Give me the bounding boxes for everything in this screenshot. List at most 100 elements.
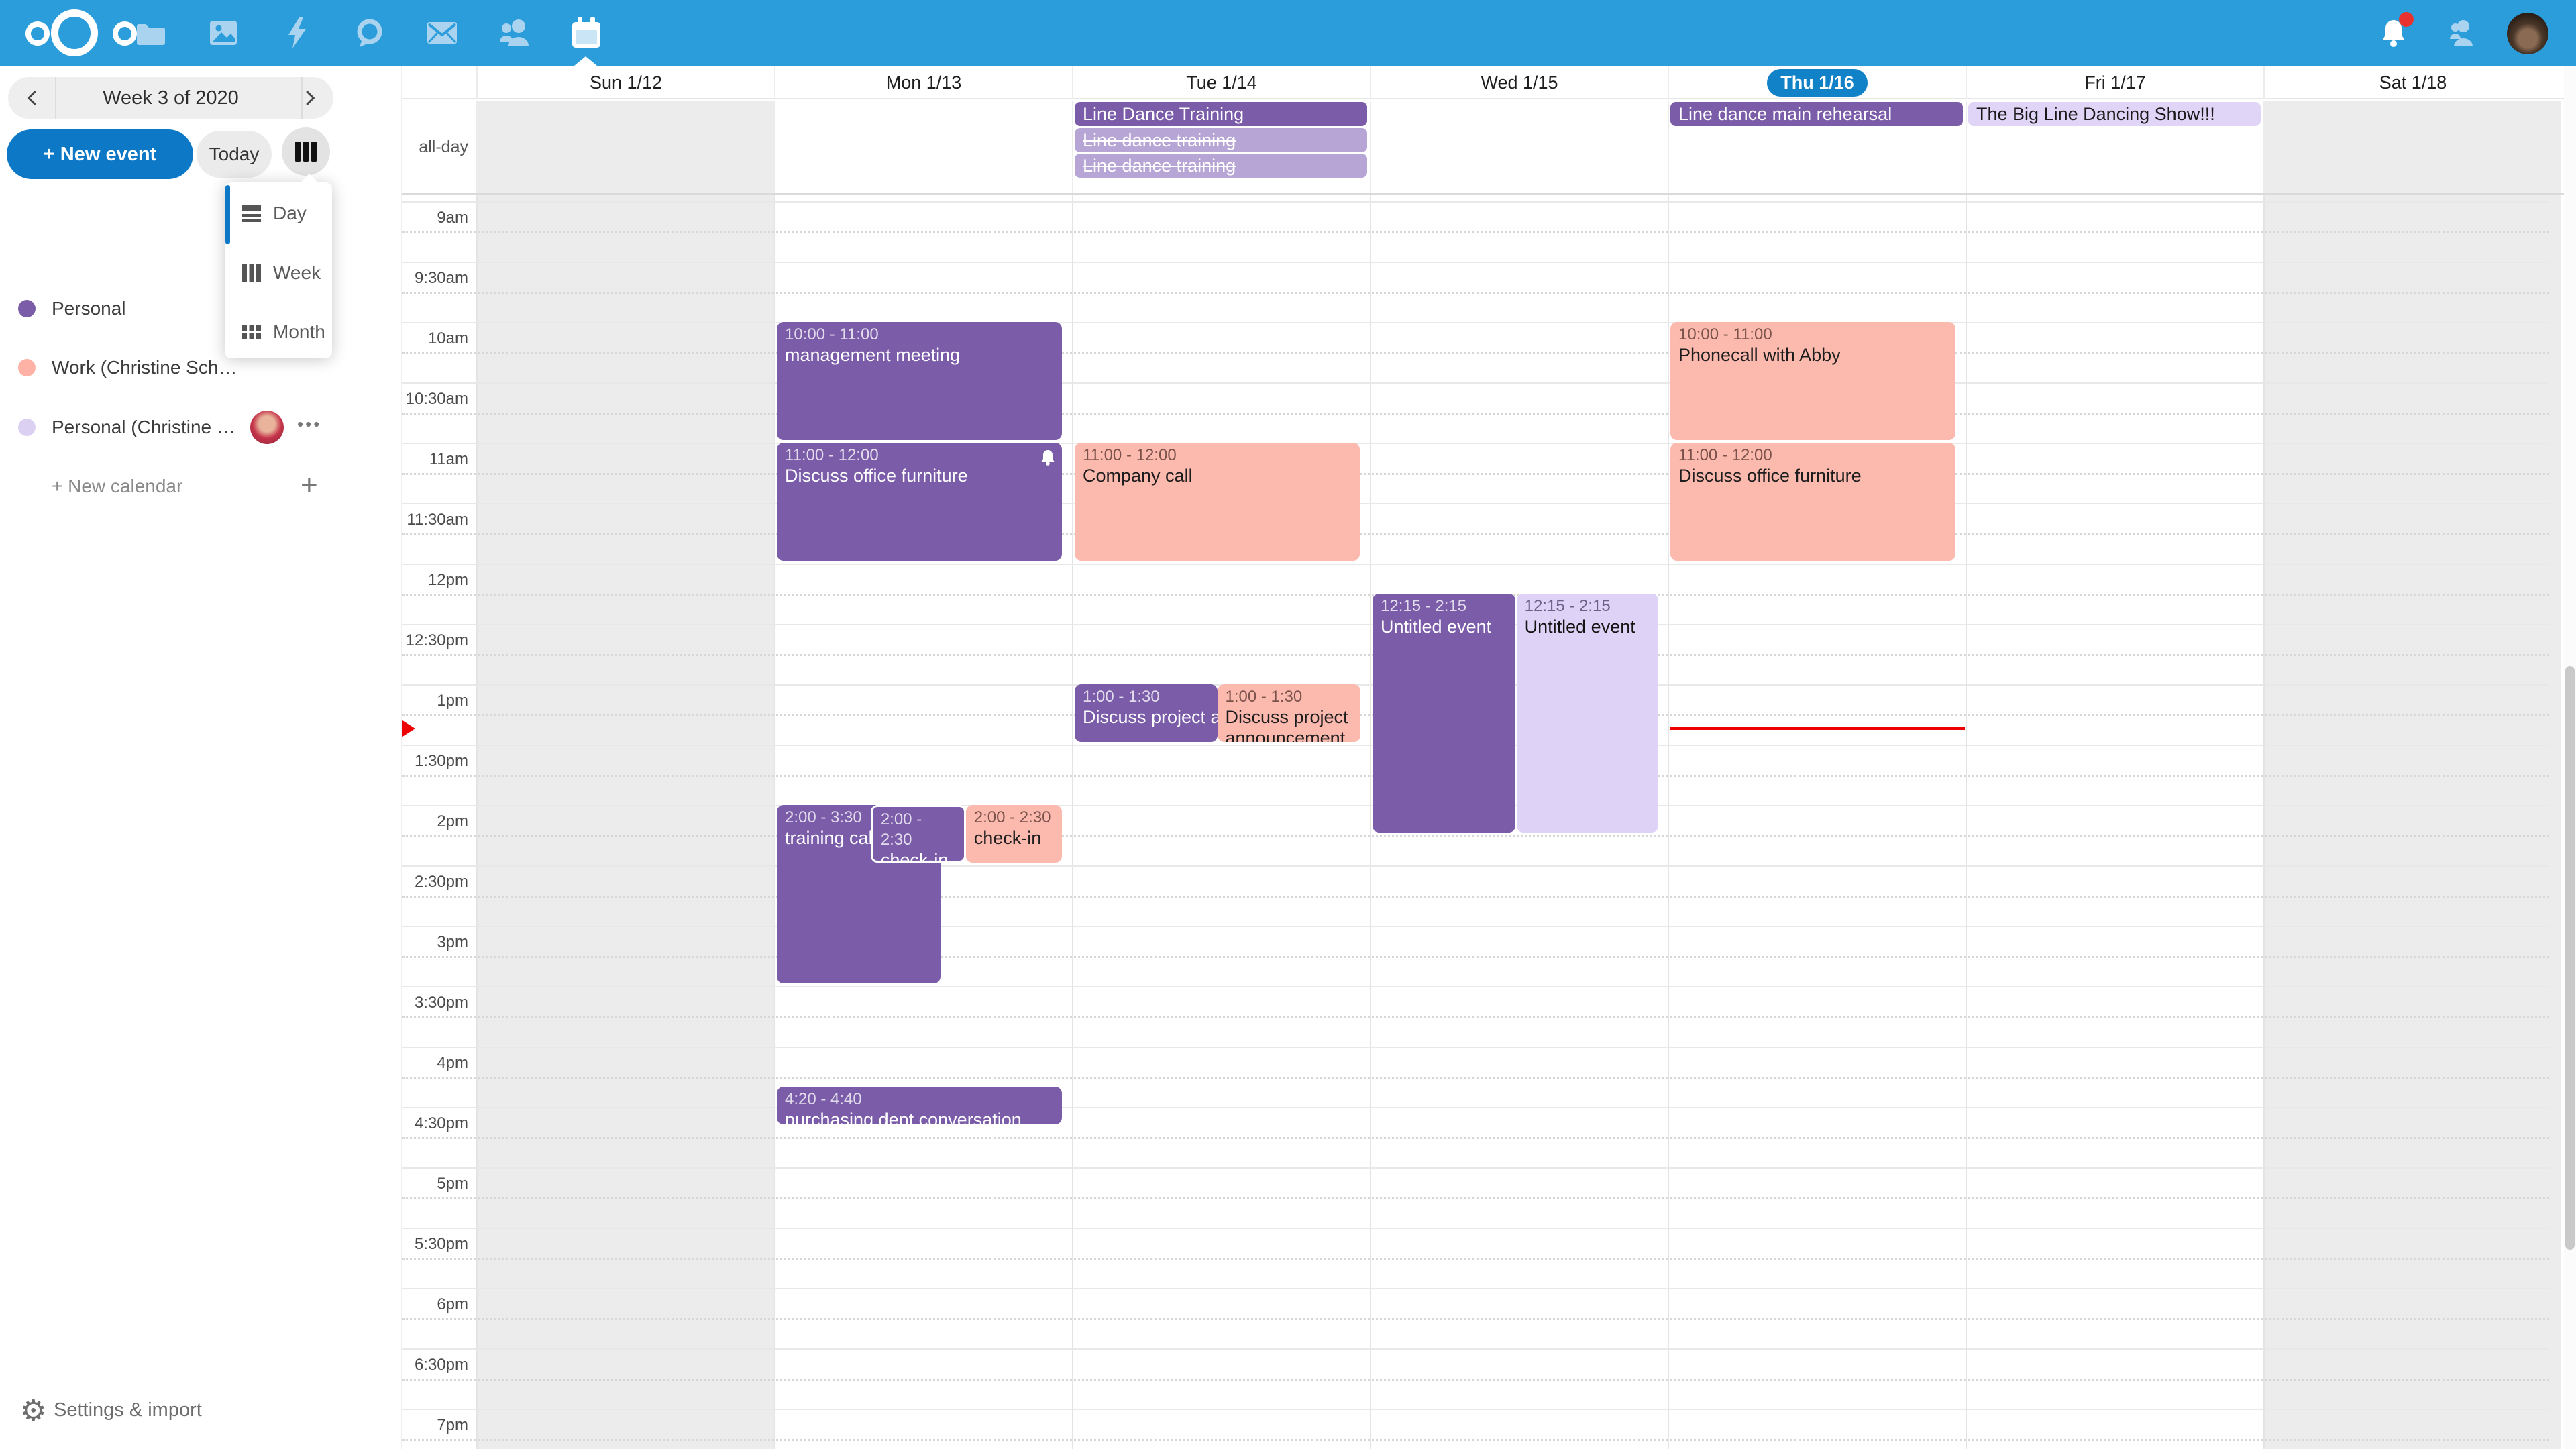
all-day-event[interactable]: Line dance main rehearsal	[1670, 102, 1963, 126]
all-day-event[interactable]: Line Dance Training	[1075, 102, 1367, 126]
event[interactable]: 4:20 - 4:40 purchasing dept conversation	[777, 1087, 1062, 1124]
event-title: Company call	[1083, 466, 1193, 486]
all-day-event[interactable]: Line dance training	[1075, 127, 1367, 152]
event-title: management meeting	[785, 345, 961, 365]
event[interactable]: 10:00 - 11:00 management meeting	[777, 322, 1062, 440]
time-label: 6:30pm	[414, 1356, 468, 1374]
event-title: Discuss project announcement	[1225, 707, 1348, 742]
menu-item-week[interactable]: Week	[230, 246, 328, 300]
previous-week-button[interactable]	[17, 83, 48, 113]
day-header-label: Mon 1/13	[885, 72, 962, 93]
scrollbar-thumb[interactable]	[2565, 666, 2575, 1250]
day-column[interactable]	[1072, 195, 1370, 1449]
day-header-label: Sun 1/12	[589, 72, 663, 93]
user-avatar[interactable]	[2507, 13, 2548, 54]
current-time-line	[1670, 727, 1965, 730]
day-header: Sun 1/12	[476, 66, 774, 99]
files-app-button[interactable]	[115, 0, 187, 66]
calendar-item-personal-christine[interactable]: Personal (Christine Schott) •••	[0, 400, 349, 454]
menu-pointer	[300, 174, 319, 183]
current-time-marker	[402, 720, 415, 737]
photos-app-button[interactable]	[187, 0, 260, 66]
grid-line-hour	[402, 503, 2549, 504]
time-label: 2pm	[437, 812, 468, 830]
vertical-scrollbar	[2564, 66, 2576, 1449]
grid-line-hour	[402, 201, 2549, 203]
time-label: 9am	[437, 209, 468, 227]
day-column[interactable]	[2263, 195, 2561, 1449]
all-day-event[interactable]: Line dance training	[1075, 154, 1367, 178]
event[interactable]: 11:00 - 12:00 Discuss office furniture	[1670, 443, 1955, 561]
day-header-row: Sun 1/12 Mon 1/13 Tue 1/14 Wed 1/15 Thu 1/16…	[402, 66, 2564, 99]
all-day-cell[interactable]	[1370, 101, 1668, 193]
grid-line-hour	[402, 926, 2549, 927]
month-view-icon	[242, 325, 261, 339]
new-calendar-button[interactable]: + New calendar +	[0, 460, 349, 513]
event[interactable]: 12:15 - 2:15 Untitled event	[1516, 594, 1659, 833]
mail-envelope-icon	[427, 22, 457, 44]
event-time: 12:15 - 2:15	[1381, 597, 1467, 615]
grid-line-quarter	[402, 835, 2549, 837]
time-label: 12pm	[427, 571, 468, 589]
event[interactable]: 11:00 - 12:00 Company call	[1075, 443, 1360, 561]
contacts-menu-icon	[2450, 20, 2473, 46]
today-button[interactable]: Today	[197, 131, 272, 178]
calendar-color-dot	[18, 300, 36, 317]
grid-line-hour	[402, 443, 2549, 444]
calendar-actions-icon[interactable]: •••	[297, 414, 322, 434]
week-title[interactable]: Week 3 of 2020	[103, 87, 239, 109]
time-label: 3:30pm	[414, 994, 468, 1012]
settings-label: Settings & import	[54, 1399, 202, 1421]
event[interactable]: 10:00 - 11:00 Phonecall with Abby	[1670, 322, 1955, 440]
new-event-button[interactable]: + New event	[7, 129, 193, 179]
logo-circle	[113, 21, 137, 46]
time-label: 1pm	[437, 692, 468, 710]
day-column[interactable]	[1966, 195, 2263, 1449]
grid-line-hour	[402, 1348, 2549, 1350]
calendar-item-personal[interactable]: Personal	[0, 282, 349, 335]
menu-item-month[interactable]: Month	[230, 305, 328, 359]
event-time: 1:00 - 1:30	[1083, 688, 1160, 706]
mail-app-button[interactable]	[406, 0, 478, 66]
event[interactable]: 11:00 - 12:00 Discuss office furniture	[777, 443, 1062, 561]
event[interactable]: 2:00 - 2:30 check-in	[965, 805, 1062, 863]
all-day-cell[interactable]	[476, 101, 774, 193]
menu-item-label: Day	[273, 203, 307, 223]
nextcloud-logo[interactable]	[24, 0, 152, 66]
grid-line-hour	[402, 382, 2549, 384]
menu-item-day[interactable]: Day	[230, 186, 328, 240]
event[interactable]: 12:15 - 2:15 Untitled event	[1373, 594, 1515, 833]
time-label: 11am	[429, 450, 468, 468]
event-time: 2:00 - 3:30	[785, 808, 862, 826]
day-header: Sat 1/18	[2263, 66, 2561, 99]
gear-icon: ⚙	[20, 1395, 47, 1428]
view-switcher-button[interactable]	[282, 127, 330, 176]
shared-by-avatar	[250, 411, 284, 444]
contacts-menu-button[interactable]	[2423, 0, 2496, 66]
divider	[301, 77, 303, 119]
grid-line-quarter	[402, 956, 2549, 958]
day-header-label: Thu 1/16	[1767, 68, 1868, 97]
event[interactable]: 2:00 - 2:30 check-in	[870, 805, 966, 863]
event-time: 10:00 - 11:00	[785, 325, 879, 343]
settings-import-button[interactable]: ⚙ Settings & import	[0, 1389, 376, 1436]
all-day-cell[interactable]	[774, 101, 1072, 193]
grid-line-quarter	[402, 292, 2549, 294]
notification-bell-icon	[2383, 20, 2404, 47]
calendar-item-work[interactable]: Work (Christine Schott)	[0, 341, 349, 394]
all-day-cell[interactable]	[2263, 101, 2561, 193]
menu-item-label: Month	[273, 321, 325, 342]
talk-app-button[interactable]	[333, 0, 406, 66]
grid-line-hour	[402, 262, 2549, 263]
notifications-button[interactable]	[2357, 0, 2430, 66]
contacts-app-button[interactable]	[478, 0, 551, 66]
day-column[interactable]	[476, 195, 774, 1449]
grid-line-hour	[402, 986, 2549, 987]
all-day-event[interactable]: The Big Line Dancing Show!!!	[1968, 102, 2261, 126]
calendar-app-button[interactable]	[550, 0, 623, 66]
activity-app-button[interactable]	[261, 0, 333, 66]
next-week-button[interactable]	[294, 83, 325, 113]
grid-line-quarter	[402, 1379, 2549, 1381]
